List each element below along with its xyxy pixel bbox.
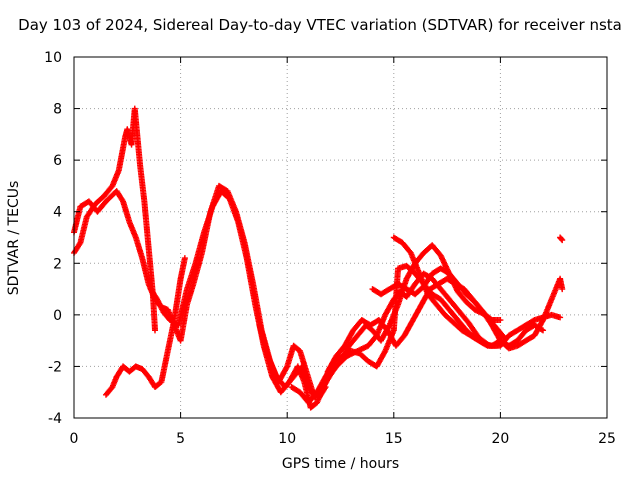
y-tick-label: 4 bbox=[53, 205, 62, 221]
chart-title: Day 103 of 2024, Sidereal Day-to-day VTE… bbox=[18, 16, 622, 34]
plot-frame bbox=[73, 56, 608, 419]
x-tick-label: 25 bbox=[598, 431, 616, 447]
series-track-1 bbox=[71, 105, 159, 334]
data-point-marker bbox=[557, 234, 564, 241]
x-tick-label: 10 bbox=[278, 431, 296, 447]
data-point-marker bbox=[557, 235, 564, 242]
data-point-marker bbox=[557, 314, 564, 321]
x-tick-label: 5 bbox=[176, 431, 185, 447]
y-axis-label: SDTVAR / TECUs bbox=[6, 180, 22, 296]
data-point-marker bbox=[559, 286, 566, 293]
x-tick-label: 20 bbox=[491, 431, 509, 447]
data-markers bbox=[71, 105, 566, 411]
data-point-marker bbox=[540, 327, 547, 334]
data-point-marker bbox=[538, 326, 545, 333]
x-tick-label: 15 bbox=[385, 431, 403, 447]
y-tick-label: 2 bbox=[53, 256, 62, 272]
x-axis-label: GPS time / hours bbox=[281, 456, 400, 472]
y-tick-label: -2 bbox=[48, 359, 62, 375]
data-point-marker bbox=[501, 340, 508, 347]
data-point-marker bbox=[500, 333, 507, 340]
series-track-9 bbox=[390, 234, 508, 349]
y-tick-label: 6 bbox=[53, 153, 62, 169]
y-tick-label: 10 bbox=[44, 50, 62, 66]
axis-ticks: 0 5 10 15 20 25 -4 -2 0 2 4 6 8 10 bbox=[44, 50, 616, 447]
data-point-marker bbox=[119, 197, 126, 204]
data-point-marker bbox=[152, 327, 159, 334]
y-tick-label: 8 bbox=[53, 102, 62, 118]
series-isolated bbox=[557, 234, 566, 244]
data-point-marker bbox=[76, 240, 83, 247]
series-track-3 bbox=[102, 255, 188, 398]
data-point-marker bbox=[497, 317, 504, 324]
y-tick-label: 0 bbox=[53, 308, 62, 324]
x-tick-label: 0 bbox=[70, 431, 79, 447]
y-tick-label: -4 bbox=[48, 411, 62, 427]
series-track-2 bbox=[71, 182, 329, 401]
data-point-marker bbox=[181, 255, 188, 262]
data-point-marker bbox=[283, 364, 290, 371]
